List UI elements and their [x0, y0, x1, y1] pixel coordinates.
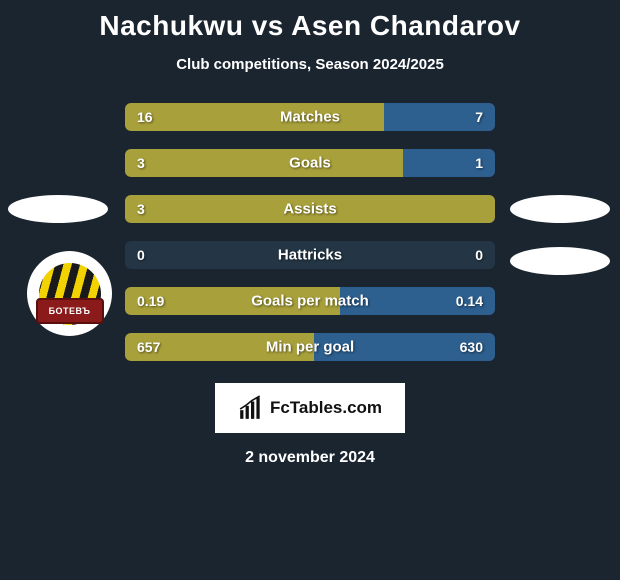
stat-label: Hattricks	[278, 247, 342, 264]
subtitle: Club competitions, Season 2024/2025	[0, 56, 620, 73]
footer-date: 2 november 2024	[0, 449, 620, 467]
team2-logo-placeholder-2	[510, 247, 610, 275]
stat-label: Assists	[283, 201, 336, 218]
footer-brand-text: FcTables.com	[270, 398, 382, 418]
team2-logo-placeholder-1	[510, 195, 610, 223]
stat-row: 0.19 Goals per match 0.14	[125, 287, 495, 315]
stat-left-value: 0.19	[137, 293, 164, 309]
bar-left-fill	[125, 103, 384, 131]
stat-row: 3 Assists	[125, 195, 495, 223]
stat-row: 16 Matches 7	[125, 103, 495, 131]
stat-label: Min per goal	[266, 339, 354, 356]
stat-row: 3 Goals 1	[125, 149, 495, 177]
footer-brand: FcTables.com	[215, 383, 405, 433]
stat-label: Goals	[289, 155, 331, 172]
stat-left-value: 3	[137, 201, 145, 217]
stat-row: 0 Hattricks 0	[125, 241, 495, 269]
player1-name: Nachukwu	[99, 10, 243, 41]
stat-right-value: 0.14	[456, 293, 483, 309]
chart-icon	[238, 395, 264, 421]
stat-left-value: 657	[137, 339, 160, 355]
stat-right-value: 1	[475, 155, 483, 171]
stat-left-value: 0	[137, 247, 145, 263]
page-title: Nachukwu vs Asen Chandarov	[0, 0, 620, 42]
stat-label: Matches	[280, 109, 340, 126]
stat-label: Goals per match	[251, 293, 369, 310]
stat-row: 657 Min per goal 630	[125, 333, 495, 361]
stat-right-value: 7	[475, 109, 483, 125]
badge-year: 1912	[62, 325, 78, 332]
bar-left-fill	[125, 149, 403, 177]
stat-left-value: 3	[137, 155, 145, 171]
stat-right-value: 630	[460, 339, 483, 355]
badge-text: БОТЕВЪ	[36, 298, 104, 324]
team1-logo-placeholder-1	[8, 195, 108, 223]
vs-text: vs	[252, 10, 284, 41]
player2-name: Asen Chandarov	[291, 10, 521, 41]
team1-badge: БОТЕВЪ 1912	[27, 251, 112, 336]
stat-right-value: 0	[475, 247, 483, 263]
stat-left-value: 16	[137, 109, 153, 125]
stats-chart: 16 Matches 7 3 Goals 1 3 Assists 0 Hattricks 0 0.19…	[125, 103, 495, 361]
